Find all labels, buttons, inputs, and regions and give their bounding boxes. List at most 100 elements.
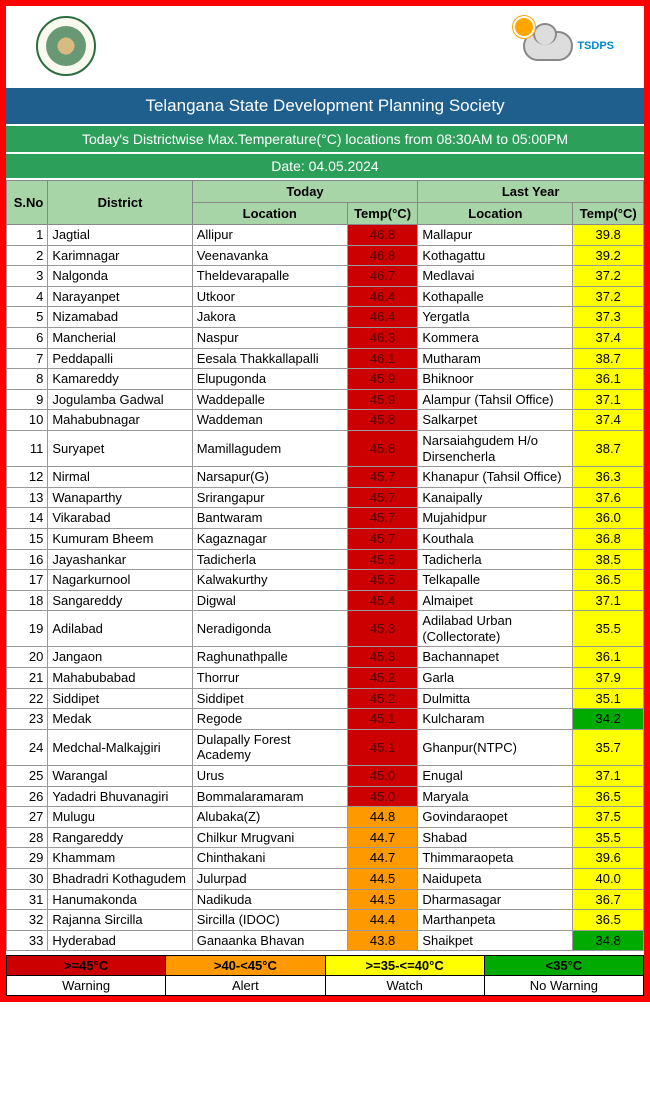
th-today-temp: Temp(°C): [347, 203, 418, 225]
header-logos: TSDPS: [6, 6, 644, 86]
cell-sno: 29: [7, 848, 48, 869]
cell-sno: 25: [7, 766, 48, 787]
cell-lastyear-location: Narsaiahgudem H/o Dirsencherla: [418, 430, 573, 466]
cell-district: Kumuram Bheem: [48, 528, 192, 549]
cell-today-temp: 45.9: [347, 389, 418, 410]
cell-sno: 13: [7, 487, 48, 508]
date-bar: Date: 04.05.2024: [6, 152, 644, 180]
cell-today-location: Tadicherla: [192, 549, 347, 570]
cell-lastyear-temp: 36.5: [573, 786, 644, 807]
legend-range-cell: <35°C: [484, 956, 643, 976]
cell-today-temp: 45.2: [347, 668, 418, 689]
legend-label-cell: No Warning: [484, 976, 643, 996]
cell-lastyear-temp: 34.8: [573, 930, 644, 951]
cell-sno: 6: [7, 327, 48, 348]
title-bar: Telangana State Development Planning Soc…: [6, 86, 644, 124]
cell-lastyear-temp: 37.6: [573, 487, 644, 508]
cell-district: Hyderabad: [48, 930, 192, 951]
cell-today-location: Jakora: [192, 307, 347, 328]
table-row: 26Yadadri BhuvanagiriBommalaramaram45.0M…: [7, 786, 644, 807]
cell-lastyear-location: Mujahidpur: [418, 508, 573, 529]
th-sno: S.No: [7, 181, 48, 225]
cell-district: Kamareddy: [48, 369, 192, 390]
cell-lastyear-location: Enugal: [418, 766, 573, 787]
cell-today-location: Elupugonda: [192, 369, 347, 390]
cell-lastyear-location: Kommera: [418, 327, 573, 348]
cell-lastyear-location: Marthanpeta: [418, 910, 573, 931]
cell-sno: 23: [7, 709, 48, 730]
cell-today-temp: 44.8: [347, 807, 418, 828]
th-lastyear: Last Year: [418, 181, 644, 203]
cell-sno: 20: [7, 647, 48, 668]
cell-today-temp: 46.4: [347, 307, 418, 328]
cell-sno: 24: [7, 729, 48, 765]
cell-today-location: Dulapally Forest Academy: [192, 729, 347, 765]
cell-lastyear-temp: 36.1: [573, 369, 644, 390]
cell-district: Rajanna Sircilla: [48, 910, 192, 931]
th-today: Today: [192, 181, 418, 203]
cell-sno: 8: [7, 369, 48, 390]
cell-lastyear-location: Salkarpet: [418, 410, 573, 431]
cell-district: Mahabubnagar: [48, 410, 192, 431]
cell-lastyear-temp: 36.7: [573, 889, 644, 910]
cell-district: Khammam: [48, 848, 192, 869]
cell-sno: 31: [7, 889, 48, 910]
cell-sno: 16: [7, 549, 48, 570]
cell-district: Nagarkurnool: [48, 570, 192, 591]
cell-lastyear-temp: 37.5: [573, 807, 644, 828]
cell-lastyear-temp: 39.8: [573, 225, 644, 246]
cell-lastyear-temp: 40.0: [573, 869, 644, 890]
cell-sno: 15: [7, 528, 48, 549]
table-row: 25WarangalUrus45.0Enugal37.1: [7, 766, 644, 787]
cell-today-temp: 45.8: [347, 410, 418, 431]
table-row: 5NizamabadJakora46.4Yergatla37.3: [7, 307, 644, 328]
cell-district: Siddipet: [48, 688, 192, 709]
cell-today-location: Alubaka(Z): [192, 807, 347, 828]
table-row: 18SangareddyDigwal45.4Almaipet37.1: [7, 590, 644, 611]
cell-district: Medak: [48, 709, 192, 730]
cell-today-location: Bommalaramaram: [192, 786, 347, 807]
cell-today-temp: 45.7: [347, 508, 418, 529]
table-row: 28RangareddyChilkur Mrugvani44.7Shabad35…: [7, 827, 644, 848]
cell-sno: 5: [7, 307, 48, 328]
cell-lastyear-location: Kanaipally: [418, 487, 573, 508]
legend-label-cell: Warning: [7, 976, 166, 996]
table-row: 17NagarkurnoolKalwakurthy45.5Telkapalle3…: [7, 570, 644, 591]
cell-today-location: Neradigonda: [192, 611, 347, 647]
table-row: 16JayashankarTadicherla45.5Tadicherla38.…: [7, 549, 644, 570]
cell-today-location: Bantwaram: [192, 508, 347, 529]
cell-lastyear-temp: 37.2: [573, 266, 644, 287]
cell-today-location: Urus: [192, 766, 347, 787]
table-row: 3NalgondaTheldevarapalle46.7Medlavai37.2: [7, 266, 644, 287]
cell-lastyear-temp: 35.1: [573, 688, 644, 709]
report-frame: TSDPS Telangana State Development Planni…: [0, 0, 650, 1002]
cell-sno: 7: [7, 348, 48, 369]
cell-today-temp: 44.5: [347, 869, 418, 890]
cell-today-location: Nadikuda: [192, 889, 347, 910]
table-body: 1JagtialAllipur46.8Mallapur39.82Karimnag…: [7, 225, 644, 951]
th-today-location: Location: [192, 203, 347, 225]
cell-lastyear-temp: 37.4: [573, 327, 644, 348]
table-row: 20JangaonRaghunathpalle45.3Bachannapet36…: [7, 647, 644, 668]
table-row: 14VikarabadBantwaram45.7Mujahidpur36.0: [7, 508, 644, 529]
cell-sno: 10: [7, 410, 48, 431]
table-row: 9Jogulamba GadwalWaddepalle45.9Alampur (…: [7, 389, 644, 410]
legend-table: >=45°C>40-<45°C>=35-<=40°C<35°C WarningA…: [6, 955, 644, 996]
cell-lastyear-temp: 34.2: [573, 709, 644, 730]
th-lastyear-temp: Temp(°C): [573, 203, 644, 225]
cell-district: Adilabad: [48, 611, 192, 647]
cell-lastyear-location: Garla: [418, 668, 573, 689]
cell-lastyear-temp: 38.7: [573, 348, 644, 369]
cell-today-location: Julurpad: [192, 869, 347, 890]
cell-lastyear-location: Ghanpur(NTPC): [418, 729, 573, 765]
table-row: 11SuryapetMamillagudem45.8Narsaiahgudem …: [7, 430, 644, 466]
legend-range-cell: >=45°C: [7, 956, 166, 976]
cell-today-location: Veenavanka: [192, 245, 347, 266]
cell-lastyear-temp: 36.3: [573, 467, 644, 488]
legend-label-cell: Watch: [325, 976, 484, 996]
cell-district: Jogulamba Gadwal: [48, 389, 192, 410]
cell-today-temp: 45.0: [347, 786, 418, 807]
legend-range-cell: >40-<45°C: [166, 956, 325, 976]
cell-today-location: Raghunathpalle: [192, 647, 347, 668]
cell-lastyear-location: Telkapalle: [418, 570, 573, 591]
